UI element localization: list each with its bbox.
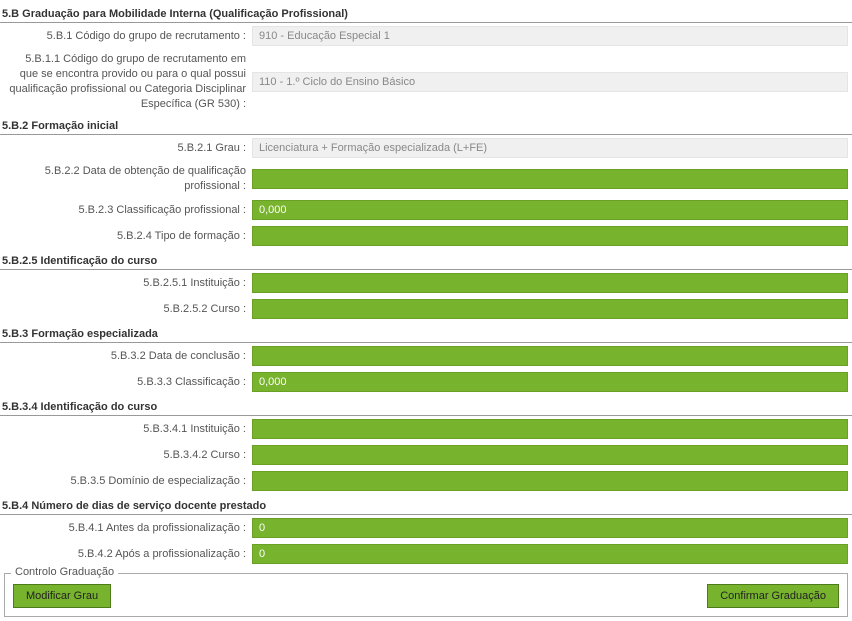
controlo-legend: Controlo Graduação <box>11 566 118 578</box>
label-5b24: 5.B.2.4 Tipo de formação : <box>4 229 252 244</box>
row-5b342: 5.B.3.4.2 Curso : <box>0 442 852 468</box>
label-5b41: 5.B.4.1 Antes da profissionalização : <box>4 521 252 536</box>
label-5b251: 5.B.2.5.1 Instituição : <box>4 276 252 291</box>
row-5b24: 5.B.2.4 Tipo de formação : <box>0 223 852 249</box>
label-5b23: 5.B.2.3 Classificação profissional : <box>4 203 252 218</box>
row-5b33: 5.B.3.3 Classificação : 0,000 <box>0 369 852 395</box>
row-5b341: 5.B.3.4.1 Instituição : <box>0 416 852 442</box>
row-5b41: 5.B.4.1 Antes da profissionalização : 0 <box>0 515 852 541</box>
input-5b35[interactable] <box>252 471 848 491</box>
row-5b32: 5.B.3.2 Data de conclusão : <box>0 343 852 369</box>
input-5b251[interactable] <box>252 273 848 293</box>
section-header-5b34: 5.B.3.4 Identificação do curso <box>0 397 852 416</box>
row-5b21: 5.B.2.1 Grau : Licenciatura + Formação e… <box>0 135 852 161</box>
section-header-5b: 5.B Graduação para Mobilidade Interna (Q… <box>0 4 852 23</box>
section-header-5b4: 5.B.4 Número de dias de serviço docente … <box>0 496 852 515</box>
row-5b11: 5.B.1.1 Código do grupo de recrutamento … <box>0 49 852 114</box>
row-5b35: 5.B.3.5 Domínio de especialização : <box>0 468 852 494</box>
row-5b42: 5.B.4.2 Após a profissionalização : 0 <box>0 541 852 567</box>
confirmar-graduacao-button[interactable]: Confirmar Graduação <box>707 584 839 608</box>
label-5b11: 5.B.1.1 Código do grupo de recrutamento … <box>4 52 252 111</box>
label-5b342: 5.B.3.4.2 Curso : <box>4 448 252 463</box>
section-header-5b2: 5.B.2 Formação inicial <box>0 116 852 135</box>
section-header-5b25: 5.B.2.5 Identificação do curso <box>0 251 852 270</box>
row-5b23: 5.B.2.3 Classificação profissional : 0,0… <box>0 197 852 223</box>
value-5b11: 110 - 1.º Ciclo do Ensino Básico <box>252 72 848 92</box>
input-5b23[interactable]: 0,000 <box>252 200 848 220</box>
input-5b342[interactable] <box>252 445 848 465</box>
input-5b341[interactable] <box>252 419 848 439</box>
row-5b22: 5.B.2.2 Data de obtenção de qualificação… <box>0 161 852 197</box>
controlo-button-row: Modificar Grau Confirmar Graduação <box>11 582 841 610</box>
label-5b341: 5.B.3.4.1 Instituição : <box>4 422 252 437</box>
controlo-graduacao-fieldset: Controlo Graduação Modificar Grau Confir… <box>4 573 848 617</box>
row-5b252: 5.B.2.5.2 Curso : <box>0 296 852 322</box>
input-5b22[interactable] <box>252 169 848 189</box>
modificar-grau-button[interactable]: Modificar Grau <box>13 584 111 608</box>
value-5b1: 910 - Educação Especial 1 <box>252 26 848 46</box>
label-5b252: 5.B.2.5.2 Curso : <box>4 302 252 317</box>
input-5b24[interactable] <box>252 226 848 246</box>
row-5b1: 5.B.1 Código do grupo de recrutamento : … <box>0 23 852 49</box>
section-header-5b3: 5.B.3 Formação especializada <box>0 324 852 343</box>
input-5b41[interactable]: 0 <box>252 518 848 538</box>
input-5b252[interactable] <box>252 299 848 319</box>
label-5b33: 5.B.3.3 Classificação : <box>4 375 252 390</box>
input-5b32[interactable] <box>252 346 848 366</box>
label-5b32: 5.B.3.2 Data de conclusão : <box>4 349 252 364</box>
input-5b42[interactable]: 0 <box>252 544 848 564</box>
label-5b21: 5.B.2.1 Grau : <box>4 141 252 156</box>
label-5b35: 5.B.3.5 Domínio de especialização : <box>4 474 252 489</box>
label-5b1: 5.B.1 Código do grupo de recrutamento : <box>4 29 252 44</box>
label-5b22: 5.B.2.2 Data de obtenção de qualificação… <box>4 164 252 194</box>
row-5b251: 5.B.2.5.1 Instituição : <box>0 270 852 296</box>
label-5b42: 5.B.4.2 Após a profissionalização : <box>4 547 252 562</box>
input-5b33[interactable]: 0,000 <box>252 372 848 392</box>
value-5b21: Licenciatura + Formação especializada (L… <box>252 138 848 158</box>
